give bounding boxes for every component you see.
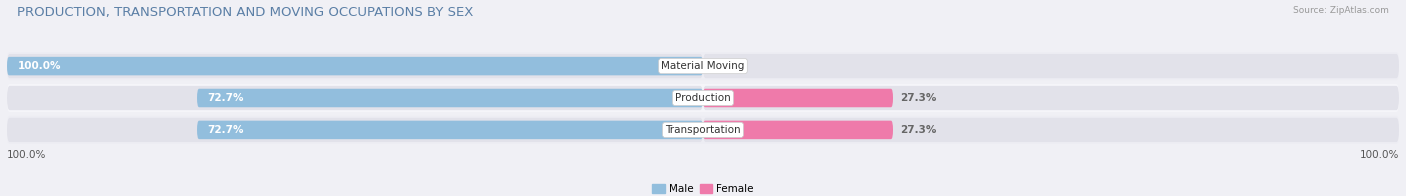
Text: Transportation: Transportation — [665, 125, 741, 135]
Text: PRODUCTION, TRANSPORTATION AND MOVING OCCUPATIONS BY SEX: PRODUCTION, TRANSPORTATION AND MOVING OC… — [17, 6, 474, 19]
FancyBboxPatch shape — [7, 54, 703, 78]
FancyBboxPatch shape — [703, 89, 893, 107]
Text: 100.0%: 100.0% — [17, 61, 60, 71]
FancyBboxPatch shape — [7, 57, 703, 75]
FancyBboxPatch shape — [703, 54, 1399, 78]
Text: 72.7%: 72.7% — [208, 93, 245, 103]
Text: 27.3%: 27.3% — [900, 93, 936, 103]
FancyBboxPatch shape — [7, 86, 703, 110]
FancyBboxPatch shape — [7, 52, 1399, 80]
FancyBboxPatch shape — [7, 116, 1399, 144]
FancyBboxPatch shape — [703, 86, 1399, 110]
FancyBboxPatch shape — [703, 121, 893, 139]
FancyBboxPatch shape — [703, 118, 1399, 142]
FancyBboxPatch shape — [7, 118, 703, 142]
Text: 100.0%: 100.0% — [1360, 150, 1399, 160]
FancyBboxPatch shape — [197, 121, 703, 139]
FancyBboxPatch shape — [197, 89, 703, 107]
Text: 72.7%: 72.7% — [208, 125, 245, 135]
Text: 0.0%: 0.0% — [717, 61, 747, 71]
Text: Production: Production — [675, 93, 731, 103]
Text: 100.0%: 100.0% — [7, 150, 46, 160]
FancyBboxPatch shape — [7, 84, 1399, 112]
Legend: Male, Female: Male, Female — [652, 184, 754, 194]
Text: Material Moving: Material Moving — [661, 61, 745, 71]
Text: Source: ZipAtlas.com: Source: ZipAtlas.com — [1294, 6, 1389, 15]
Text: 27.3%: 27.3% — [900, 125, 936, 135]
